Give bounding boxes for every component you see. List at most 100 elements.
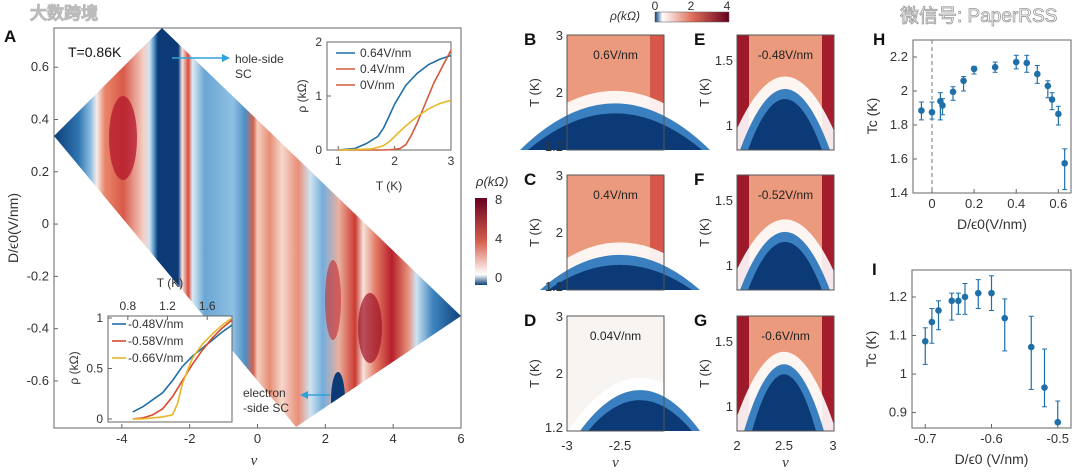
- x-tick-label: 3: [448, 154, 455, 168]
- y-tick-label: -0.2: [27, 268, 49, 283]
- inset-bottom-xlabel: T (K): [157, 276, 183, 290]
- heatmap-frame: [566, 174, 665, 291]
- data-point: [955, 297, 962, 305]
- heatmap-sc-dome: [748, 99, 822, 150]
- heatmap-frame: [566, 315, 665, 432]
- y-tick-label: 1.2: [545, 139, 563, 154]
- x-tick-label: 3: [829, 438, 836, 453]
- hole-annotation: SC: [235, 67, 252, 81]
- colorbar-bg-label: ρ(kΩ): [609, 9, 640, 23]
- data-point: [1001, 314, 1009, 322]
- data-point: [1061, 159, 1068, 167]
- red-blob: [109, 96, 137, 180]
- x-tick-label: 1.6: [199, 299, 216, 313]
- colorbar-a-tick: 4: [495, 231, 502, 246]
- data-point: [1055, 110, 1062, 118]
- inset-bottom-frame: [107, 315, 233, 423]
- heatmap-e: [728, 35, 842, 150]
- y-tick-label: 0: [315, 143, 322, 157]
- legend-label: -0.66V/nm: [128, 351, 183, 365]
- data-point: [974, 289, 982, 297]
- panel-label-g: G: [694, 311, 707, 330]
- colorbar-bg-tick: 4: [724, 0, 731, 13]
- y-tick-label: 1.5: [715, 334, 733, 349]
- data-point: [939, 102, 946, 109]
- watermark-left: 大数跨境: [30, 3, 98, 23]
- red-blob: [358, 293, 382, 363]
- y-tick-label: 1.4: [890, 185, 908, 200]
- y-axis-label-h: Tc (K): [864, 98, 880, 135]
- y-tick-label: 0: [96, 412, 103, 426]
- y-tick-label: 1: [726, 258, 733, 273]
- x-tick-label: -0.5: [1047, 431, 1069, 446]
- x-tick-label: -0.7: [914, 431, 936, 446]
- heatmap-d: [567, 316, 712, 431]
- y-tick-label: 1: [726, 399, 733, 414]
- data-point: [961, 293, 969, 301]
- inset-top-series: [338, 99, 452, 151]
- y-axis-label: T (K): [527, 218, 542, 247]
- data-point: [935, 307, 942, 314]
- inset-top-series: [338, 54, 452, 151]
- y-tick-label: 1.2: [889, 289, 907, 304]
- legend-label: 0.64V/nm: [360, 46, 411, 60]
- red-blob: [325, 260, 341, 340]
- y-tick-label: 1: [96, 311, 103, 325]
- y-tick-label: 1: [726, 118, 733, 133]
- heatmap-sc-dome: [588, 400, 692, 431]
- panel-condition: -0.52V/nm: [758, 188, 813, 202]
- heatmap-c: [528, 175, 712, 290]
- y-tick-label: 2.2: [890, 49, 908, 64]
- y-tick-label: 2: [556, 85, 563, 100]
- y-tick-label: -0.6: [27, 373, 49, 388]
- electron-sc-region: [331, 372, 345, 427]
- x-tick-label: 2: [322, 431, 329, 446]
- temperature-annotation: T=0.86K: [68, 44, 122, 60]
- x-axis-label-a: ν: [251, 453, 258, 469]
- y-tick-label: 3: [556, 28, 563, 43]
- heatmap-frame: [736, 34, 835, 151]
- x-tick-label: 0: [254, 431, 261, 446]
- heatmap-sc-dome: [752, 374, 816, 431]
- y-tick-label: 1.5: [715, 53, 733, 68]
- x-tick-label: -2.5: [609, 438, 631, 453]
- x-axis-label: ν: [612, 455, 619, 471]
- x-tick-label: 2: [733, 438, 740, 453]
- x-tick-label: 0.4: [1007, 196, 1025, 211]
- y-tick-label: 0.9: [889, 405, 907, 420]
- data-point: [1048, 96, 1056, 103]
- panel-condition: 0.4V/nm: [593, 188, 638, 202]
- x-tick-label: 2: [391, 154, 398, 168]
- x-axis-label-h: D/ϵ0(V/nm): [957, 216, 1027, 232]
- x-axis-label-i: D/ϵ0 (V/nm): [955, 451, 1029, 467]
- heatmap-sc-dome: [748, 241, 822, 290]
- electron-annotation: -side SC: [243, 401, 289, 415]
- y-axis-label: T (K): [527, 359, 542, 388]
- colorbar-bg: [654, 11, 730, 23]
- colorbar-a-tick: 8: [495, 192, 502, 207]
- colorbar-bg-tick: 0: [652, 0, 659, 13]
- data-point: [1044, 82, 1052, 90]
- panel-label-f: F: [694, 170, 704, 189]
- x-tick-label: -2: [184, 431, 196, 446]
- colorbar-a-label: ρ(kΩ): [475, 174, 509, 189]
- panel-label-i: I: [872, 260, 877, 279]
- data-point: [970, 65, 978, 73]
- data-point: [1023, 59, 1031, 67]
- legend-label: 0V/nm: [360, 78, 395, 92]
- y-tick-label: 1.1: [889, 328, 907, 343]
- data-point: [1041, 384, 1048, 391]
- y-tick-label: 0.4: [31, 112, 49, 127]
- data-point: [921, 337, 929, 345]
- heatmap-frame: [736, 174, 835, 291]
- y-axis-label: T (K): [697, 218, 712, 247]
- data-point: [1012, 58, 1020, 66]
- heatmap-sc-dome: [528, 113, 702, 150]
- panel-condition: -0.48V/nm: [758, 48, 813, 62]
- y-tick-label: 3: [556, 309, 563, 324]
- data-point: [1054, 418, 1062, 426]
- x-tick-label: 0: [928, 196, 935, 211]
- x-axis-label: ν: [782, 455, 789, 471]
- arrow-head-icon: [222, 54, 230, 62]
- colorbar-a: [475, 198, 487, 285]
